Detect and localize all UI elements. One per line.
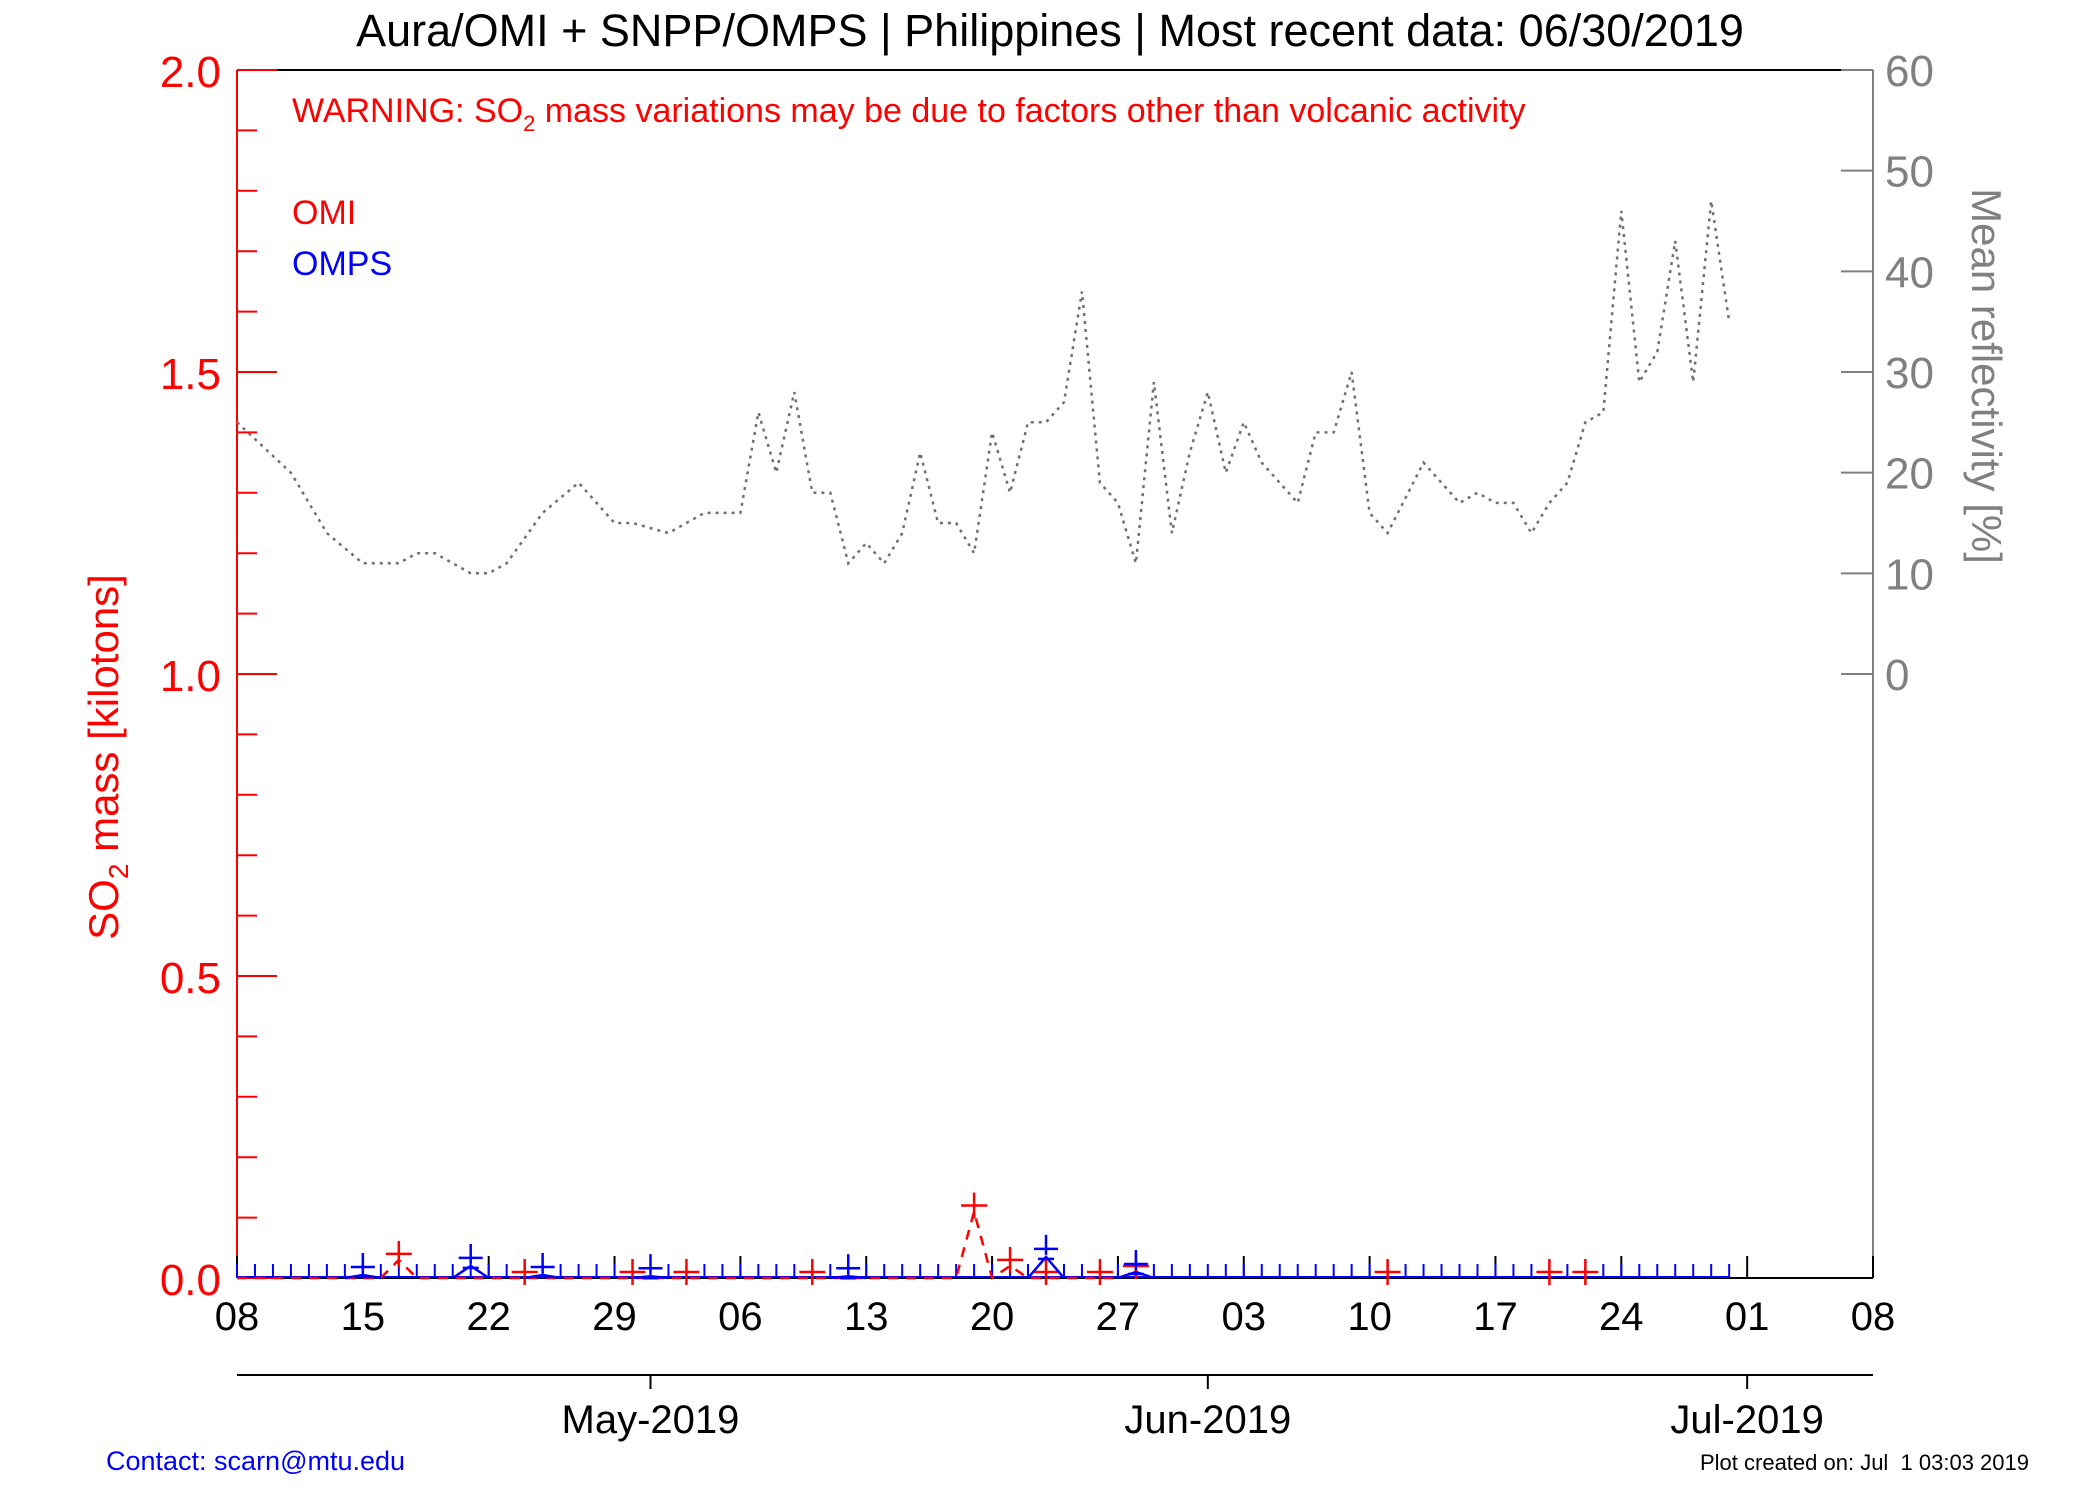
legend-omps: OMPS: [292, 245, 392, 283]
month-label: Jun-2019: [1124, 1398, 1291, 1442]
x-tick-label: 29: [592, 1295, 637, 1339]
x-tick-label: 01: [1725, 1295, 1770, 1339]
omps-segment: [632, 1274, 669, 1280]
omi-marker: [961, 1192, 988, 1219]
omi-marker: [1536, 1259, 1563, 1285]
y-right-tick-label: 20: [1885, 450, 1934, 499]
omi-marker: [997, 1246, 1024, 1273]
omi-line: [237, 1206, 1137, 1281]
y-right-tick-label: 40: [1885, 248, 1934, 297]
omps-marker: [530, 1252, 555, 1279]
y-left-tick-label: 1.0: [160, 652, 221, 701]
omps-marker: [1123, 1249, 1148, 1276]
x-tick-label: 27: [1096, 1295, 1141, 1339]
legend-omi: OMI: [292, 194, 356, 232]
month-label: May-2019: [562, 1398, 740, 1442]
omps-marker: [350, 1252, 375, 1279]
y-right-tick-label: 60: [1885, 47, 1934, 96]
x-tick-label: 08: [215, 1295, 260, 1339]
x-tick-label: 24: [1599, 1295, 1644, 1339]
omi-marker: [619, 1259, 646, 1285]
contact-text: Contact: scarn@mtu.edu: [106, 1446, 405, 1476]
x-tick-label: 20: [970, 1295, 1015, 1339]
omi-marker: [1374, 1259, 1401, 1285]
y-axis-right-label: Mean reflectivity [%]: [1963, 188, 2010, 564]
omps-segment: [1027, 1254, 1065, 1279]
omi-marker: [673, 1259, 700, 1285]
omi-marker: [511, 1259, 538, 1285]
omi-marker: [799, 1259, 826, 1285]
y-axis-left-label: SO2 mass [kilotons]: [80, 574, 134, 940]
reflectivity-line: [236, 200, 1731, 575]
chart-title: Aura/OMI + SNPP/OMPS | Philippines | Mos…: [356, 5, 1744, 56]
omps-marker: [458, 1243, 483, 1270]
omps-segment: [1117, 1270, 1155, 1280]
x-tick-label: 08: [1851, 1295, 1896, 1339]
omps-segment: [452, 1264, 490, 1280]
warning-text: WARNING: SO2 mass variations may be due …: [292, 92, 1526, 136]
omps-segment: [830, 1274, 867, 1280]
y-right-tick-label: 0: [1885, 651, 1909, 700]
y-right-tick-label: 10: [1885, 550, 1934, 599]
y-left-tick-label: 1.5: [160, 350, 221, 399]
x-tick-label: 17: [1473, 1295, 1518, 1339]
omi-marker: [1033, 1259, 1060, 1285]
omi-marker: [385, 1240, 412, 1267]
omi-marker: [1572, 1259, 1599, 1285]
y-left-tick-label: 0.0: [160, 1256, 221, 1305]
omps-marker: [1034, 1234, 1059, 1261]
month-label: Jul-2019: [1670, 1398, 1823, 1442]
y-right-tick-label: 30: [1885, 349, 1934, 398]
y-left-tick-label: 2.0: [160, 48, 221, 97]
x-tick-label: 03: [1222, 1295, 1267, 1339]
x-tick-label: 06: [718, 1295, 763, 1339]
x-tick-label: 15: [341, 1295, 386, 1339]
y-left-tick-label: 0.5: [160, 954, 221, 1003]
x-tick-label: 22: [466, 1295, 511, 1339]
omps-segment: [524, 1273, 561, 1280]
omps-marker: [836, 1254, 861, 1280]
plot-created-text: Plot created on: Jul 1 03:03 2019: [1700, 1450, 2029, 1475]
omi-marker: [1086, 1259, 1113, 1285]
x-tick-label: 10: [1347, 1295, 1392, 1339]
y-right-tick-label: 50: [1885, 148, 1934, 197]
omps-marker: [638, 1254, 663, 1280]
omps-segment: [344, 1273, 382, 1280]
x-tick-label: 13: [844, 1295, 889, 1339]
